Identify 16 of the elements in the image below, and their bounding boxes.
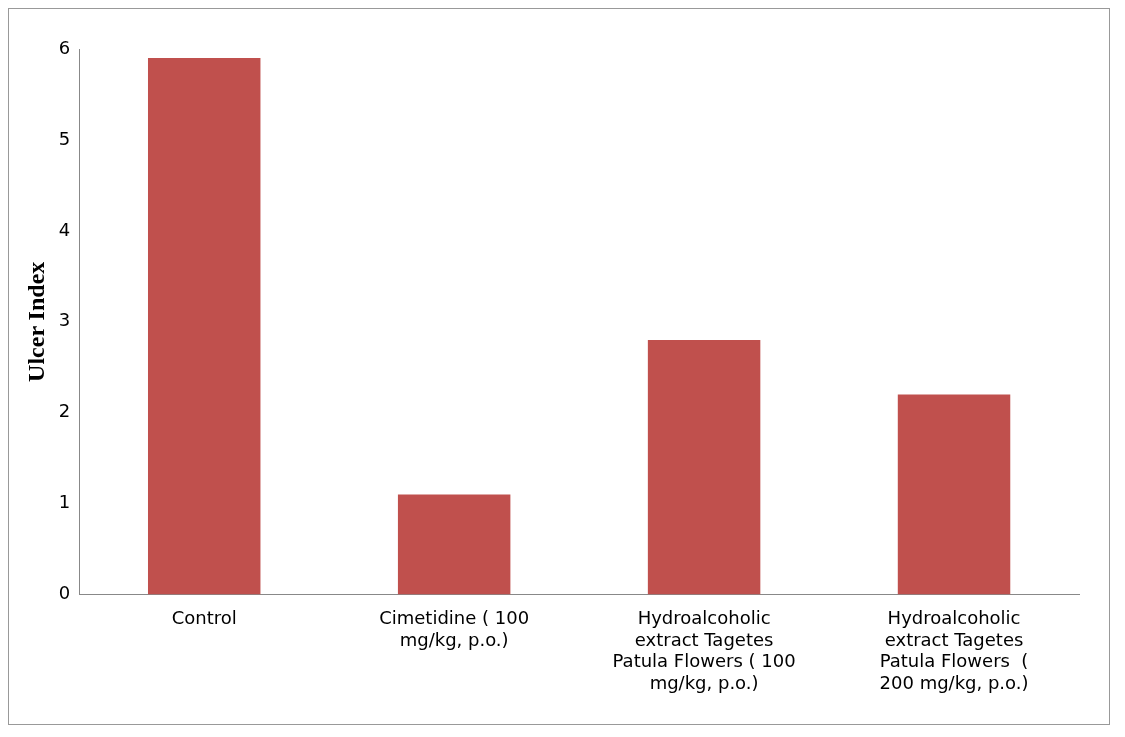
y-tick-label: 2	[58, 400, 71, 422]
y-tick-label: 1	[58, 491, 71, 513]
y-tick-label: 6	[58, 36, 71, 58]
bar	[147, 58, 261, 595]
x-tick-label: Hydroalcoholic extract Tagetes Patula Flowers ( 200 mg/kg, p.o.)	[879, 607, 1029, 693]
bar	[647, 339, 761, 595]
bar	[897, 394, 1011, 595]
bar	[397, 494, 511, 595]
y-tick-label: 4	[58, 218, 71, 240]
y-axis-title: Ulcer Index	[22, 261, 49, 382]
x-tick-label: Hydroalcoholic extract Tagetes Patula Flowers ( 100 mg/kg, p.o.)	[612, 607, 796, 693]
y-tick-label: 0	[58, 582, 71, 604]
y-tick-label: 3	[58, 309, 71, 331]
x-tick-label: Control	[171, 607, 237, 629]
x-tick-label: Cimetidine ( 100 mg/kg, p.o.)	[379, 607, 530, 650]
y-tick-label: 5	[58, 127, 71, 149]
